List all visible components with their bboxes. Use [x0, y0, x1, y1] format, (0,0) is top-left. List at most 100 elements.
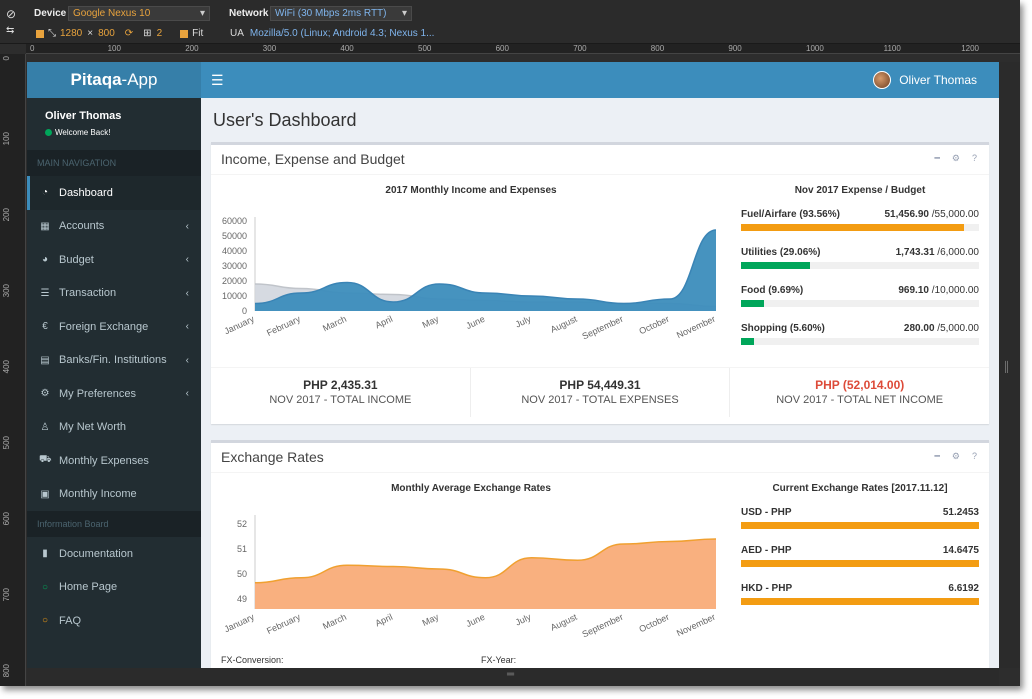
- resize-icon: ⤡: [48, 28, 56, 39]
- progress-fill: [741, 224, 964, 231]
- rate-progress: AED - PHP 14.6475: [741, 545, 979, 567]
- sidebar-item-my-net-worth[interactable]: ♙ My Net Worth: [27, 411, 201, 445]
- total-stat: PHP (52,014.00) NOV 2017 - TOTAL NET INCO…: [730, 368, 989, 417]
- budget-progress: Utilities (29.06%) 1,743.31 /6,000.00: [741, 247, 979, 269]
- minimize-icon[interactable]: ━: [934, 153, 940, 163]
- sidebar-item-monthly-income[interactable]: ▣ Monthly Income: [27, 478, 201, 512]
- minimize-icon[interactable]: ━: [934, 451, 940, 461]
- sidebar-item-label: Monthly Expenses: [59, 454, 149, 467]
- help-icon[interactable]: ?: [971, 451, 977, 461]
- device-value: Google Nexus 10: [73, 8, 151, 19]
- ua-label: UA: [230, 28, 244, 39]
- sidebar-item-faq[interactable]: ○ FAQ: [27, 604, 201, 638]
- devtools-window: ⊘ ⇆ Device Google Nexus 10 ▾ Network WiFi…: [0, 0, 1020, 686]
- rates-title: Current Exchange Rates [2017.11.12]: [772, 483, 948, 494]
- budget-amount: 1,743.31 /6,000.00: [896, 247, 979, 258]
- stat-label: NOV 2017 - TOTAL NET INCOME: [776, 394, 944, 406]
- height-value[interactable]: 800: [98, 28, 115, 39]
- budget-limit: /55,000.00: [928, 209, 979, 220]
- sidebar-item-documentation[interactable]: ▮ Documentation: [27, 537, 201, 571]
- sidebar-item-monthly-expenses[interactable]: ⛟ Monthly Expenses: [27, 444, 201, 478]
- welcome-status: Welcome Back!: [45, 128, 201, 137]
- ruler-tick: 1200: [961, 44, 979, 53]
- ruler-tick: 600: [2, 512, 11, 526]
- ruler-tick: 400: [2, 360, 11, 374]
- dropdown-arrow-icon: ▾: [401, 8, 407, 19]
- sidebar: Oliver Thomas Welcome Back! MAIN NAVIGAT…: [27, 98, 201, 668]
- progress-bar: [741, 224, 979, 231]
- sidebar-item-budget[interactable]: ◕ Budget ‹: [27, 243, 201, 277]
- y-tick-label: 60000: [222, 216, 247, 226]
- sidebar-item-home-page[interactable]: ○ Home Page: [27, 571, 201, 605]
- rate-label: AED - PHP: [741, 545, 792, 556]
- hamburger-menu-icon[interactable]: ☰: [211, 72, 224, 88]
- horizontal-resize-handle[interactable]: ═: [27, 668, 999, 686]
- sidebar-item-my-preferences[interactable]: ⚙ My Preferences ‹: [27, 377, 201, 411]
- gear-icon[interactable]: ⚙: [951, 451, 960, 461]
- box-title: Income, Expense and Budget: [221, 151, 405, 167]
- ruler-tick: 300: [2, 284, 11, 298]
- sidebar-item-banks-fin-institutions[interactable]: ▤ Banks/Fin. Institutions ‹: [27, 344, 201, 378]
- chart-title: Monthly Average Exchange Rates: [391, 483, 551, 494]
- fx-year-label: FX-Year:: [481, 655, 517, 665]
- width-value[interactable]: 1280: [60, 28, 83, 39]
- rate-row: AED - PHP 14.6475: [741, 545, 979, 556]
- info-nav-list: ▮ Documentation ○ Home Page ○ FAQ: [27, 537, 201, 638]
- rate-row: USD - PHP 51.2453: [741, 507, 979, 518]
- stat-label: NOV 2017 - TOTAL EXPENSES: [521, 394, 679, 406]
- ruler-tick: 700: [2, 588, 11, 602]
- logo[interactable]: Pitaqa -App: [27, 62, 201, 98]
- user-menu[interactable]: Oliver Thomas: [873, 71, 977, 89]
- sidebar-item-accounts[interactable]: ▦ Accounts ‹: [27, 210, 201, 244]
- sidebar-item-transaction[interactable]: ☰ Transaction ‹: [27, 277, 201, 311]
- emulate-checkbox[interactable]: [36, 29, 44, 38]
- sidebar-item-dashboard[interactable]: ◔ Dashboard: [27, 176, 201, 210]
- x-tick-label: June: [464, 314, 486, 331]
- progress-fill: [741, 300, 765, 307]
- progress-fill: [741, 338, 755, 345]
- sidebar-item-label: Monthly Income: [59, 488, 137, 501]
- fit-checkbox[interactable]: [180, 29, 189, 38]
- series-line: [254, 538, 717, 584]
- sidebar-item-label: Budget: [59, 253, 94, 266]
- x-tick-label: June: [464, 612, 486, 629]
- ruler-tick: 500: [2, 436, 11, 450]
- swap-icon[interactable]: ⇆: [6, 25, 15, 36]
- fx-conversion-label: FX-Conversion:: [221, 655, 284, 665]
- progress-bar: [741, 522, 979, 529]
- sidebar-item-foreign-exchange[interactable]: € Foreign Exchange ‹: [27, 310, 201, 344]
- vertical-resize-handle[interactable]: ║: [999, 62, 1020, 668]
- device-select[interactable]: Google Nexus 10 ▾: [68, 6, 210, 21]
- progress-fill: [741, 522, 979, 529]
- x-tick-label: November: [675, 612, 717, 639]
- income-expense-chart: 0 10000 20000 30000 40000 50000 60000 January Fe…: [222, 216, 717, 341]
- box-header: Exchange Rates ━ ⚙?: [211, 443, 989, 473]
- page-title: User's Dashboard: [213, 110, 357, 130]
- rate-value: 6.6192: [948, 583, 979, 594]
- user-panel: Oliver Thomas Welcome Back!: [27, 98, 201, 150]
- budget-label: Shopping (5.60%): [741, 323, 825, 334]
- main-nav-header: MAIN NAVIGATION: [27, 150, 201, 176]
- help-icon[interactable]: ?: [971, 153, 977, 163]
- rotate-icon[interactable]: ⟳: [124, 28, 134, 39]
- ruler-tick: 100: [107, 44, 121, 53]
- progress-bar: [741, 262, 979, 269]
- gear-icon[interactable]: ⚙: [951, 153, 960, 163]
- scale-value[interactable]: 2: [156, 28, 163, 39]
- total-stat: PHP 54,449.31 NOV 2017 - TOTAL EXPENSES: [471, 368, 731, 417]
- block-icon[interactable]: ⊘: [6, 7, 17, 21]
- rate-value: 14.6475: [942, 545, 979, 556]
- total-stat: PHP 2,435.31 NOV 2017 - TOTAL INCOME: [211, 368, 471, 417]
- ruler-tick: 500: [418, 44, 432, 53]
- budget-spent: 51,456.90: [884, 209, 929, 220]
- pie-chart-icon: ◕: [41, 254, 49, 266]
- sidebar-item-label: Home Page: [59, 581, 118, 594]
- rate-progress: USD - PHP 51.2453: [741, 507, 979, 529]
- totals-footer: PHP 2,435.31 NOV 2017 - TOTAL INCOME PHP 5…: [211, 367, 989, 417]
- y-tick-label: 40000: [222, 246, 247, 256]
- gears-icon: ⚙: [40, 388, 50, 400]
- network-select[interactable]: WiFi (30 Mbps 2ms RTT) ▾: [270, 6, 412, 21]
- user-icon: ♙: [40, 421, 50, 433]
- sidebar-item-label: FAQ: [59, 614, 82, 627]
- ua-value[interactable]: Mozilla/5.0 (Linux; Android 4.3; Nexus 1…: [249, 28, 435, 39]
